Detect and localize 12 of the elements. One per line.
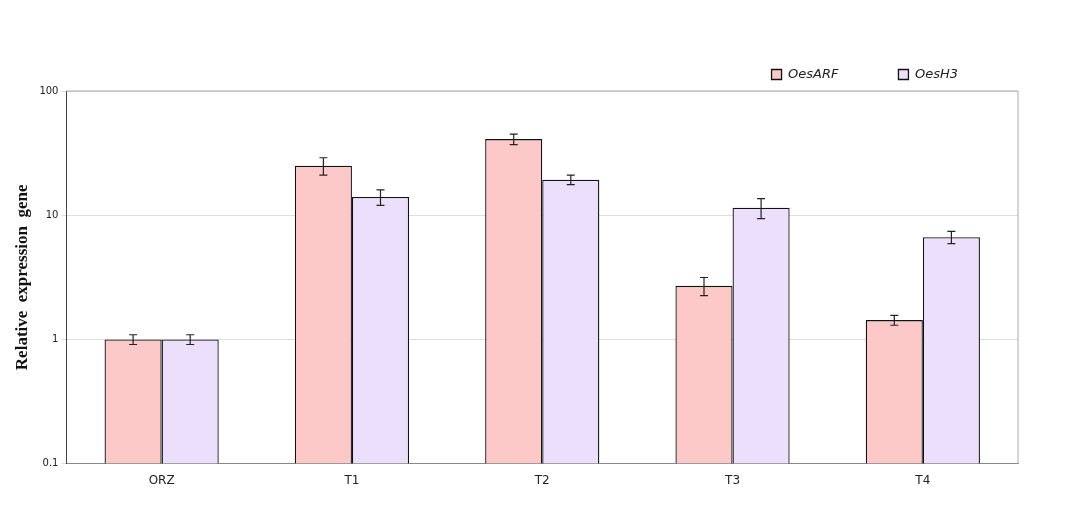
- y-tick-label: 10: [45, 208, 59, 220]
- y-tick-label: 100: [39, 84, 59, 96]
- y-tick-label: 1: [52, 332, 59, 344]
- x-tick-label: ORZ: [148, 472, 175, 487]
- legend-label: OesARF: [788, 65, 839, 81]
- legend-label: OesH3: [914, 65, 959, 81]
- x-tick-label: T2: [533, 472, 550, 487]
- x-tick-label: T1: [343, 472, 360, 487]
- x-tick-label: T4: [914, 472, 931, 487]
- y-tick-label: 0.1: [42, 457, 59, 469]
- x-tick-label: T3: [724, 472, 741, 487]
- y-axis-title: Relative expression gene: [11, 183, 31, 371]
